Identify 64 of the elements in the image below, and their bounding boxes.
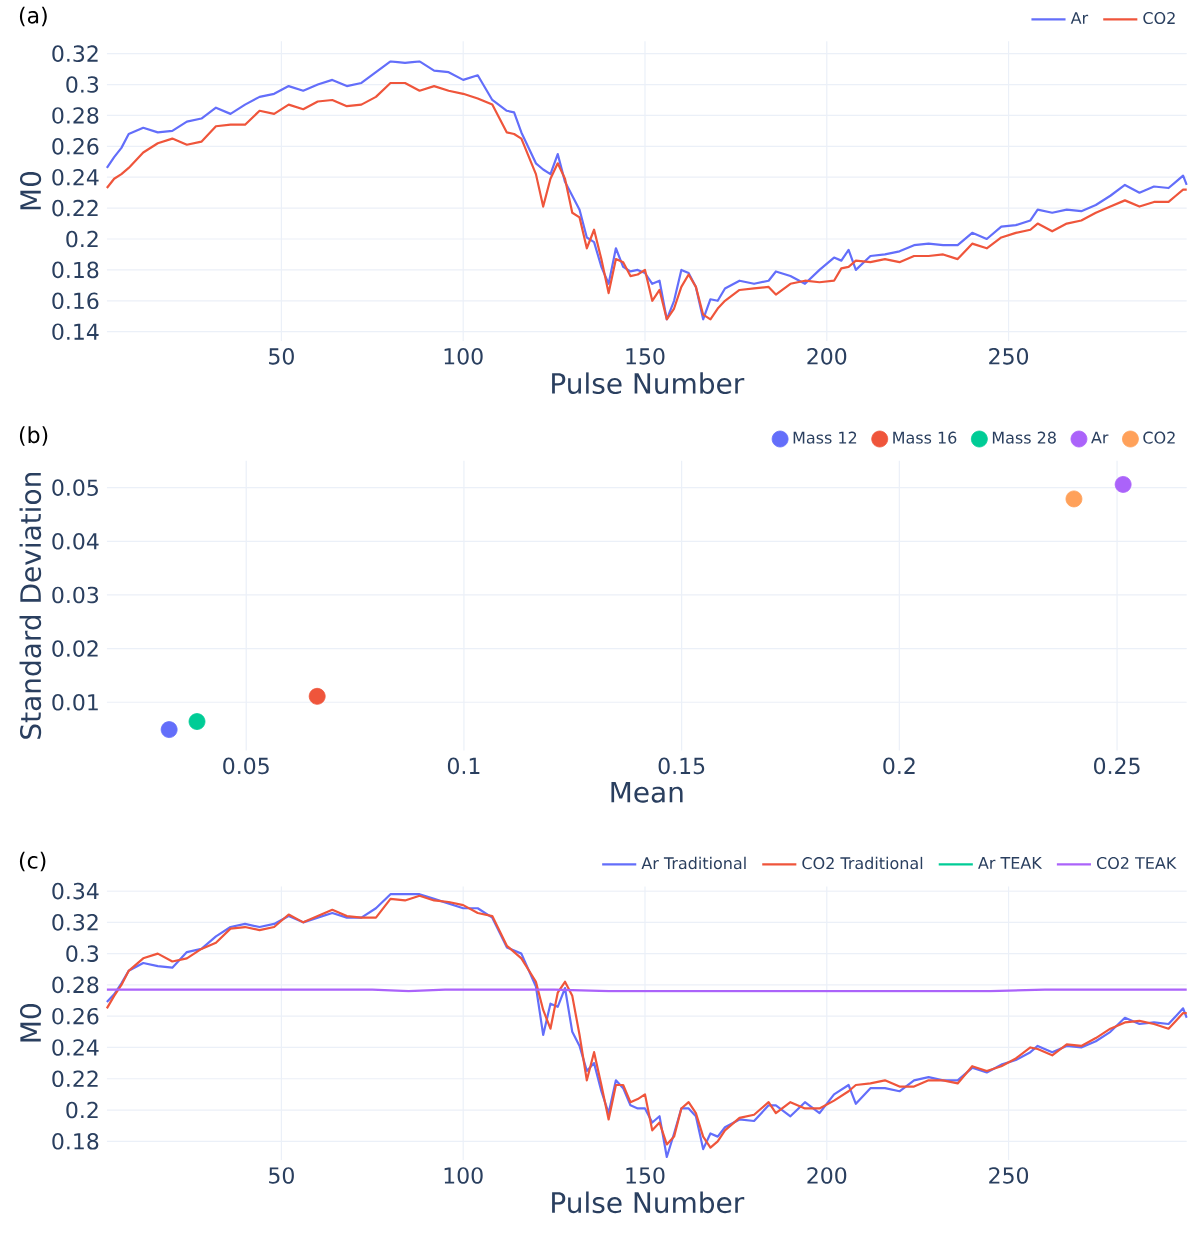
y-tick-label: 0.26 — [52, 138, 99, 155]
point — [1065, 490, 1083, 508]
y-tick-label: 0.3 — [66, 945, 99, 962]
y-axis-title: M0 — [20, 1004, 42, 1042]
point — [188, 713, 206, 730]
y-tick-label: 0.05 — [52, 479, 98, 496]
legend-label: Mass 12 — [793, 431, 857, 444]
text: (b) — [20, 426, 48, 446]
x-tick-label: 200 — [807, 348, 847, 365]
legend-label: CO2 Traditional — [802, 856, 923, 870]
x-tick-label: 0.05 — [223, 757, 269, 775]
x-axis-title: Pulse Number — [552, 1191, 745, 1214]
point — [1114, 476, 1132, 493]
x-axis-title: Mean — [611, 781, 683, 803]
y-tick-label: 0.28 — [52, 107, 99, 124]
y-tick-label: 0.16 — [52, 292, 99, 310]
y-tick-label: 0.24 — [52, 168, 99, 186]
x-axis-title: Pulse Number — [552, 372, 745, 395]
x-tick-label: 250 — [989, 1167, 1029, 1184]
x-tick-label: 250 — [989, 348, 1029, 365]
y-tick-label: 0.2 — [66, 230, 98, 248]
x-tick-label: 0.25 — [1094, 757, 1140, 775]
legend-label: Mass 28 — [992, 431, 1056, 444]
y-tick-label: 0.32 — [52, 914, 98, 931]
point — [160, 721, 178, 738]
y-tick-label: 0.18 — [52, 1133, 99, 1150]
y-tick-label: 0.03 — [52, 586, 99, 604]
legend-label: Ar TEAK — [978, 857, 1043, 869]
text: (a) — [20, 6, 47, 27]
point — [308, 687, 326, 705]
y-tick-label: 0.32 — [52, 45, 98, 62]
x-tick-label: 150 — [626, 348, 665, 365]
x-tick-label: 0.2 — [883, 757, 915, 775]
y-tick-label: 0.24 — [52, 1039, 99, 1056]
text: (c) — [20, 851, 46, 872]
x-tick-label: 50 — [269, 348, 294, 365]
x-tick-label: 150 — [626, 1167, 665, 1184]
legend-label: Ar Traditional — [641, 856, 746, 870]
legend-label: Ar — [1091, 431, 1109, 444]
y-tick-label: 0.04 — [52, 533, 99, 550]
y-tick-label: 0.22 — [52, 199, 98, 217]
y-tick-label: 0.14 — [52, 323, 99, 340]
legend-label: CO2 TEAK — [1097, 856, 1177, 870]
y-tick-label: 0.26 — [52, 1007, 99, 1025]
x-tick-label: 200 — [807, 1167, 847, 1184]
y-tick-label: 0.18 — [52, 261, 99, 279]
x-tick-label: 0.1 — [447, 757, 480, 775]
x-tick-label: 100 — [444, 1167, 483, 1184]
y-tick-label: 0.2 — [66, 1101, 98, 1119]
y-axis-title: Standard Deviation — [19, 473, 42, 739]
legend-label: Mass 16 — [893, 431, 957, 444]
x-tick-label: 100 — [444, 348, 483, 365]
legend-label: CO2 — [1143, 12, 1175, 25]
y-tick-label: 0.34 — [52, 882, 99, 900]
y-tick-label: 0.22 — [52, 1070, 98, 1088]
x-tick-label: 50 — [269, 1167, 294, 1184]
y-tick-label: 0.3 — [66, 76, 99, 93]
y-tick-label: 0.28 — [52, 976, 99, 994]
y-axis-title: M0 — [20, 172, 42, 210]
legend-label: Ar — [1070, 12, 1089, 24]
y-tick-label: 0.01 — [52, 693, 98, 711]
y-tick-label: 0.02 — [52, 640, 98, 657]
legend-label: CO2 — [1143, 431, 1175, 444]
x-tick-label: 0.15 — [658, 757, 705, 775]
